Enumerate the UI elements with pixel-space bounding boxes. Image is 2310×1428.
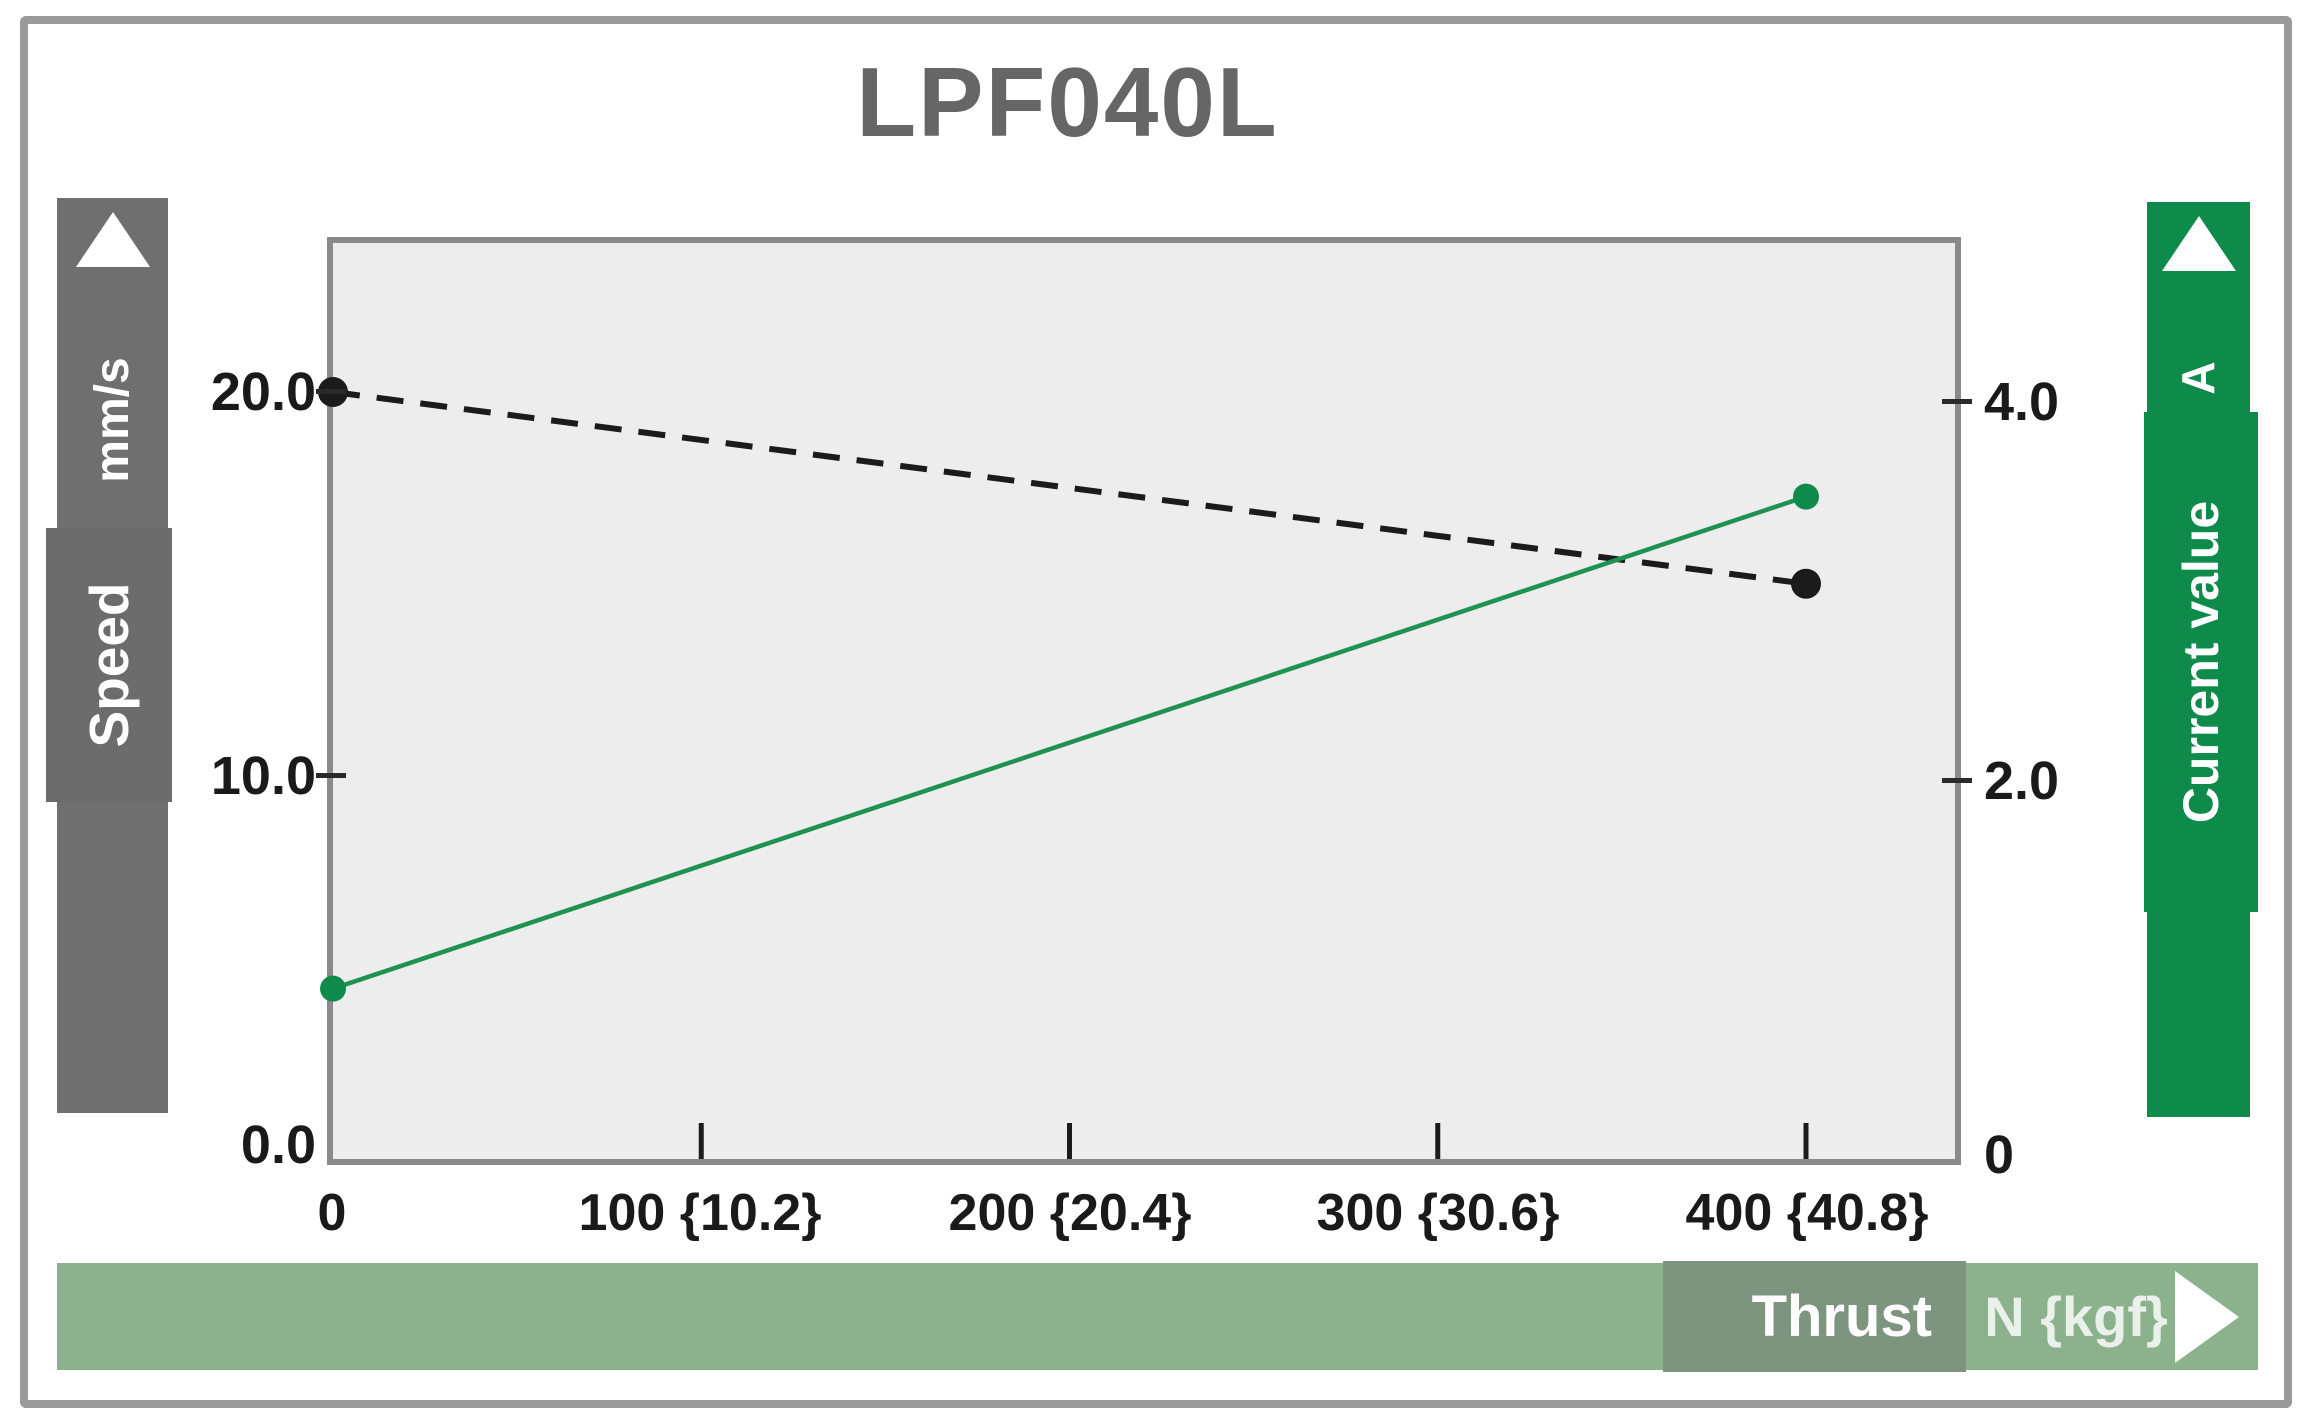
right-axis-label-2: 2.0 (1984, 751, 2060, 811)
left-axis-label-0: 0.0 (240, 1115, 316, 1175)
left-axis-label-10: 10.0 (210, 746, 316, 806)
thrust-axis-label-box: Thrust (1663, 1261, 1966, 1372)
up-triangle-icon (76, 212, 150, 267)
thrust-axis-banner: Thrust N {kgf} (57, 1261, 2258, 1372)
thrust-axis-unit: N {kgf} (1984, 1285, 2168, 1348)
right-axis-tick-2 (1942, 778, 1972, 783)
left-axis-tick-10 (316, 773, 346, 778)
speed-axis-title: Speed (78, 582, 140, 748)
current-axis-banner-label-box (2144, 412, 2258, 912)
current-axis-title: Current value (2173, 500, 2229, 824)
right-axis-tick-4 (1942, 399, 1972, 404)
x-axis-label-300: 300 {30.6} (1316, 1184, 1560, 1242)
x-axis-label-200: 200 {20.4} (948, 1184, 1192, 1242)
x-axis-label-0: 0 (317, 1184, 347, 1242)
x-axis-label-400: 400 {40.8} (1685, 1184, 1929, 1242)
plot-area (318, 237, 1961, 1165)
chart-title: LPF040L (856, 47, 1279, 157)
right-triangle-icon (2175, 1271, 2239, 1363)
plot-svg (318, 377, 1821, 1159)
speed-axis-banner-label-box (46, 528, 172, 802)
right-axis-label-0: 0 (1984, 1125, 2015, 1185)
left-axis-tick-20 (316, 389, 346, 394)
x-axis-label-100: 100 {10.2} (578, 1184, 822, 1242)
left-axis-label-20: 20.0 (210, 362, 316, 422)
up-triangle-icon (2162, 216, 2236, 271)
thrust-axis-title: Thrust (1751, 1284, 1932, 1349)
right-axis-label-4: 4.0 (1984, 372, 2060, 432)
